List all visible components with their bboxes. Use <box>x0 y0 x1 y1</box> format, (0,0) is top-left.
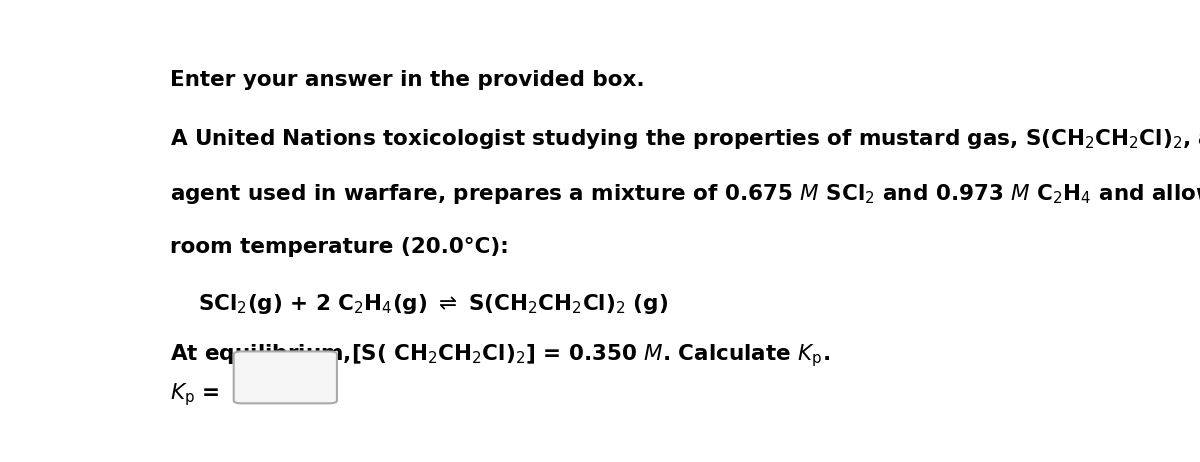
Text: At equilibrium,[S( CH$_2$CH$_2$Cl)$_2$] = 0.350 $M$. Calculate $K_{\mathrm{p}}$.: At equilibrium,[S( CH$_2$CH$_2$Cl)$_2$] … <box>170 342 830 369</box>
Text: agent used in warfare, prepares a mixture of 0.675 $M$ SCl$_2$ and 0.973 $M$ C$_: agent used in warfare, prepares a mixtur… <box>170 182 1200 206</box>
Text: Enter your answer in the provided box.: Enter your answer in the provided box. <box>170 70 646 90</box>
Text: room temperature (20.0°C):: room temperature (20.0°C): <box>170 237 509 257</box>
Text: $K_{\mathrm{p}}$ =: $K_{\mathrm{p}}$ = <box>170 381 220 408</box>
FancyBboxPatch shape <box>234 352 337 403</box>
Text: A United Nations toxicologist studying the properties of mustard gas, S(CH$_2$CH: A United Nations toxicologist studying t… <box>170 127 1200 151</box>
Text: SCl$_2$(g) + 2 C$_2$H$_4$(g) $\rightleftharpoons$ S(CH$_2$CH$_2$Cl)$_2$ (g): SCl$_2$(g) + 2 C$_2$H$_4$(g) $\rightleft… <box>198 292 668 316</box>
